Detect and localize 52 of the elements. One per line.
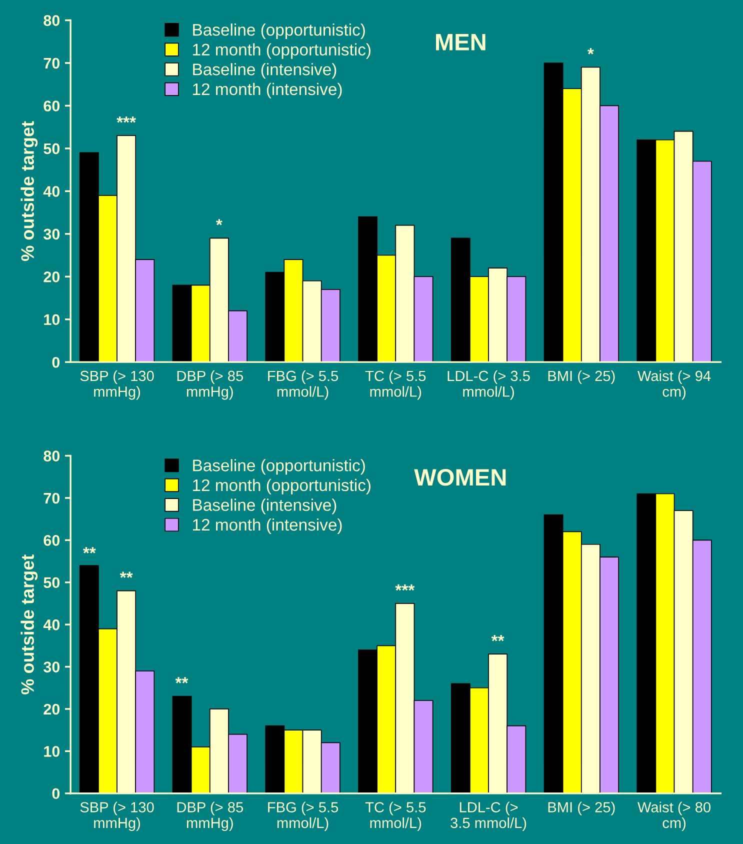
y-tick-label: 40	[43, 186, 60, 197]
x-tick-label: Waist (> 94 cm)	[638, 370, 711, 400]
y-axis-title: % outside target	[20, 121, 38, 261]
chart-title: MEN	[436, 34, 486, 50]
legend-label: 12 month (intensive)	[193, 82, 342, 98]
legend-label: Baseline (opportunistic)	[193, 459, 365, 475]
annotation: *	[587, 48, 594, 54]
x-tick-label: DBP (> 85 mmHg)	[177, 370, 243, 400]
y-tick-label: 40	[43, 619, 60, 630]
y-tick-label: 50	[44, 143, 60, 154]
x-tick-label: TC (> 5.5 mmol/L)	[365, 802, 426, 831]
legend-label: Baseline (intensive)	[193, 498, 336, 514]
legend-label: 12 month (intensive)	[193, 518, 342, 534]
x-tick-label: FBG (> 5.5 mmol/L)	[268, 370, 338, 400]
x-tick-label: DBP (> 85 mmHg)	[177, 802, 243, 831]
y-tick-label: 10	[44, 314, 60, 326]
legend-label: 12 month (opportunistic)	[193, 478, 370, 494]
annotation: *	[216, 219, 222, 226]
x-tick-label: LDL-C (> 3.5 mmol/L)	[448, 370, 530, 400]
annotation: ***	[395, 584, 415, 591]
y-tick-label: 60	[44, 535, 60, 546]
y-tick-label: 0	[52, 356, 60, 368]
legend-label: Baseline (opportunistic)	[193, 24, 365, 40]
x-tick-label: FBG (> 5.5 mmol/L)	[268, 802, 338, 831]
y-tick-label: 10	[44, 746, 60, 757]
annotation: ***	[116, 116, 136, 123]
x-tick-label: LDL-C (> 3.5 mmol/L)	[450, 802, 526, 831]
y-tick-label: 80	[44, 15, 60, 26]
annotation: **	[120, 572, 133, 578]
x-tick-label: SBP (> 130 mmHg)	[80, 370, 154, 400]
annotation: **	[175, 677, 188, 684]
x-tick-label: Waist (> 80 cm)	[638, 802, 711, 831]
y-tick-label: 70	[44, 58, 60, 69]
x-tick-label: TC (> 5.5 mmol/L)	[365, 370, 426, 400]
chart-title: WOMEN	[414, 469, 506, 486]
y-tick-label: 70	[44, 492, 60, 504]
x-tick-label: BMI (> 25)	[548, 370, 615, 384]
x-tick-label: BMI (> 25)	[548, 802, 615, 816]
y-tick-label: 50	[44, 577, 60, 588]
y-axis-title: % outside target	[20, 554, 38, 694]
annotation: **	[83, 547, 96, 554]
legend-label: 12 month (opportunistic)	[193, 43, 370, 59]
y-tick-label: 30	[44, 228, 60, 240]
y-tick-label: 60	[44, 100, 60, 112]
annotation: **	[491, 635, 504, 642]
y-tick-label: 20	[44, 271, 60, 282]
y-tick-label: 80	[44, 450, 60, 462]
y-tick-label: 0	[52, 788, 60, 800]
y-tick-label: 20	[44, 704, 60, 715]
legend-label: Baseline (intensive)	[193, 63, 336, 79]
y-tick-label: 30	[44, 662, 60, 672]
x-tick-label: SBP (> 130 mmHg)	[80, 802, 154, 831]
